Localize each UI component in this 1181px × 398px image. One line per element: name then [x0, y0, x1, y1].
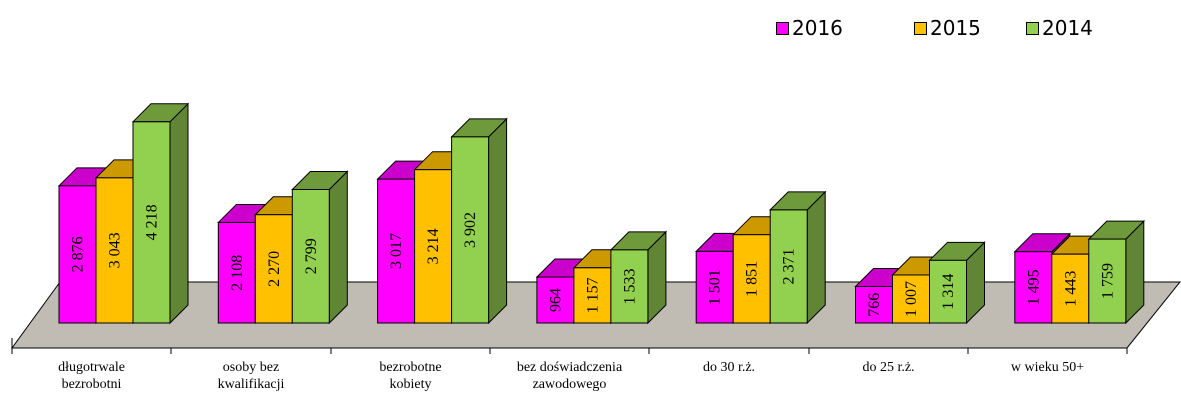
bar-value-label: 3 043 — [107, 232, 124, 268]
category-label: do 25 r.ż. — [862, 360, 914, 375]
bar-value-label: 1 501 — [707, 269, 724, 305]
bar — [732, 234, 771, 324]
bar-value-label: 4 218 — [144, 204, 161, 240]
bar-value-label: 3 902 — [462, 212, 479, 248]
bar-value-label: 1 314 — [940, 274, 957, 310]
bar-value-label: 2 270 — [266, 251, 283, 287]
bar — [1014, 251, 1053, 324]
bar — [132, 121, 171, 324]
bar — [377, 178, 416, 324]
legend-item-2016: 2016 — [776, 16, 914, 40]
chart-legend: 2016 2015 2014 — [776, 16, 1093, 40]
category-label: kwalifikacji — [218, 377, 285, 392]
bar-value-label: 2 876 — [70, 236, 87, 272]
bar — [536, 276, 575, 324]
legend-label-2014: 2014 — [1042, 16, 1093, 40]
bar-side — [169, 102, 189, 325]
category-label: bezrobotni — [62, 377, 122, 392]
bar — [291, 188, 330, 324]
bar-value-label: 1 443 — [1062, 271, 1079, 307]
bar-side — [488, 117, 508, 325]
category-label: osoby bez — [223, 360, 279, 375]
bar — [1051, 253, 1090, 324]
legend-swatch-2016 — [776, 21, 789, 35]
bar-value-label: 1 007 — [903, 281, 920, 317]
legend-swatch-2014 — [1026, 21, 1039, 35]
category-label: długotrwale — [58, 360, 125, 375]
bar — [414, 169, 453, 324]
bar-value-label: 1 495 — [1025, 269, 1042, 305]
bar-value-label: 1 157 — [584, 277, 601, 313]
bar — [58, 185, 97, 324]
bar — [769, 209, 808, 324]
legend-item-2014: 2014 — [1026, 16, 1093, 40]
bar — [695, 250, 734, 324]
bar-side — [328, 170, 348, 325]
bar-value-label: 1 759 — [1099, 263, 1116, 299]
bar-value-label: 1 851 — [744, 261, 761, 297]
bar — [1088, 238, 1127, 324]
category-label: do 30 r.ż. — [703, 360, 755, 375]
bar — [573, 267, 612, 324]
bar-side — [806, 190, 826, 325]
bar-value-label: 2 108 — [229, 255, 246, 291]
legend-item-2015: 2015 — [914, 16, 1026, 40]
category-label: bez doświadczenia — [517, 360, 623, 375]
bar-value-label: 766 — [866, 293, 883, 317]
bar-value-label: 3 017 — [388, 233, 405, 269]
bar — [929, 259, 967, 324]
legend-label-2016: 2016 — [792, 16, 843, 40]
bar-value-label: 964 — [547, 288, 564, 312]
category-label: w wieku 50+ — [1011, 360, 1084, 375]
bar-value-label: 2 371 — [781, 248, 798, 284]
bar — [95, 177, 134, 324]
legend-label-2015: 2015 — [930, 16, 981, 40]
bar-value-label: 1 533 — [621, 268, 638, 304]
legend-swatch-2015 — [914, 21, 927, 35]
category-label: zawodowego — [533, 377, 607, 392]
bar-value-label: 3 214 — [425, 228, 442, 264]
bar — [892, 274, 930, 324]
category-label: kobiety — [390, 377, 432, 392]
category-label: bezrobotne — [379, 360, 441, 375]
bar-value-label: 2 799 — [303, 238, 320, 274]
bar — [451, 136, 490, 324]
bar — [610, 249, 649, 324]
